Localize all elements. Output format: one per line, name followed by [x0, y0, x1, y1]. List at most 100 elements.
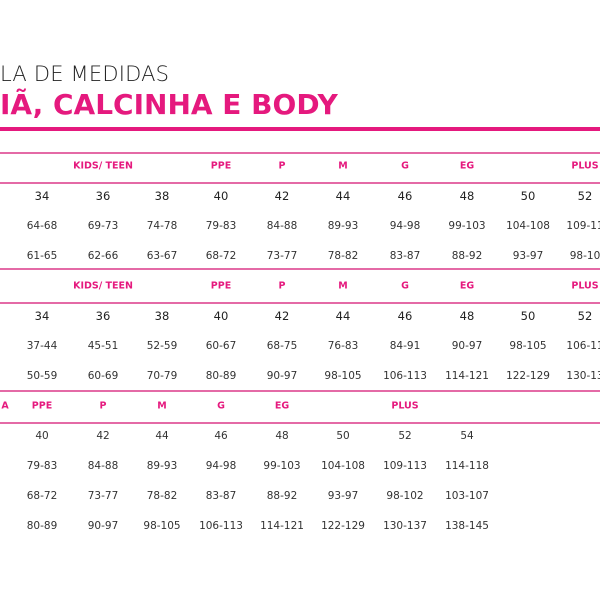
table-cell: 94-98	[389, 220, 421, 232]
table-cell: 38	[154, 189, 170, 203]
table-cell: 88-92	[451, 250, 483, 262]
table-cell: 44	[155, 430, 169, 442]
table-cell: 79-83	[205, 220, 237, 232]
table-cell: 70-79	[146, 370, 178, 382]
table-cell: 52	[398, 430, 412, 442]
table-cell: 68-75	[266, 340, 298, 352]
table-cell: 50	[520, 309, 536, 323]
size-header: PPE	[210, 280, 232, 292]
table-cell: 34	[34, 189, 50, 203]
size-header: PLUS	[571, 280, 599, 292]
table-cell: 36	[95, 189, 111, 203]
size-header: M	[338, 280, 348, 292]
table-cell: 68-72	[26, 490, 58, 502]
table-rule	[0, 302, 600, 304]
table-cell: 88-92	[266, 490, 298, 502]
size-header: M	[157, 400, 167, 412]
table-cell: 79-83	[26, 460, 58, 472]
table-cell: 104-108	[506, 220, 550, 232]
table-cell: 89-93	[146, 460, 178, 472]
table-cell: 83-87	[389, 250, 421, 262]
table-cell: 76-83	[327, 340, 359, 352]
size-header: PLUS	[571, 160, 599, 172]
table-cell: 78-82	[327, 250, 359, 262]
table-cell: 80-89	[205, 370, 237, 382]
table-cell: 48	[459, 189, 475, 203]
table-cell: 106-113	[199, 520, 243, 532]
table-cell: 68-72	[205, 250, 237, 262]
table-cell: 64-68	[26, 220, 58, 232]
table-cell: 130-137	[383, 520, 427, 532]
table-cell: 62-66	[87, 250, 119, 262]
table-cell: 44	[335, 189, 351, 203]
table-cell: 36	[95, 309, 111, 323]
size-header: EG	[459, 280, 475, 292]
table-cell: 93-97	[512, 250, 544, 262]
size-header: P	[278, 160, 286, 172]
size-header: KIDS/ TEEN	[73, 280, 133, 292]
size-header: G	[217, 400, 225, 412]
table-cell: 98-105	[509, 340, 547, 352]
table-rule	[0, 182, 600, 184]
table-rule	[0, 422, 600, 424]
table-cell: 44	[335, 309, 351, 323]
table-cell: 109-11	[566, 220, 600, 232]
size-header: G	[401, 160, 409, 172]
table-cell: 114-121	[445, 370, 489, 382]
table-cell: 45-51	[87, 340, 119, 352]
table-cell: 114-118	[445, 460, 489, 472]
table-cell: 106-113	[383, 370, 427, 382]
table-rule	[0, 268, 600, 270]
table-cell: 73-77	[266, 250, 298, 262]
table-cell: 48	[459, 309, 475, 323]
size-header: P	[278, 280, 286, 292]
table-cell: 90-97	[87, 520, 119, 532]
size-header: A	[1, 400, 9, 412]
table-cell: 122-129	[321, 520, 365, 532]
table-cell: 69-73	[87, 220, 119, 232]
table-cell: 83-87	[205, 490, 237, 502]
table-cell: 52-59	[146, 340, 178, 352]
table-cell: 74-78	[146, 220, 178, 232]
table-cell: 46	[397, 309, 413, 323]
table-cell: 94-98	[205, 460, 237, 472]
table-cell: 52	[577, 189, 593, 203]
chart-title: LA DE MEDIDAS	[0, 62, 170, 86]
size-header: M	[338, 160, 348, 172]
table-cell: 38	[154, 309, 170, 323]
table-cell: 84-91	[389, 340, 421, 352]
table-cell: 50-59	[26, 370, 58, 382]
table-cell: 90-97	[266, 370, 298, 382]
title-divider	[0, 127, 600, 131]
table-cell: 130-13	[566, 370, 600, 382]
table-cell: 60-67	[205, 340, 237, 352]
table-cell: 37-44	[26, 340, 58, 352]
table-cell: 89-93	[327, 220, 359, 232]
size-header: EG	[274, 400, 290, 412]
table-cell: 46	[397, 189, 413, 203]
table-cell: 98-105	[143, 520, 181, 532]
table-cell: 138-145	[445, 520, 489, 532]
table-cell: 80-89	[26, 520, 58, 532]
table-rule	[0, 152, 600, 154]
table-cell: 106-11	[566, 340, 600, 352]
table-cell: 54	[460, 430, 474, 442]
size-header: PPE	[210, 160, 232, 172]
size-header: PPE	[31, 400, 53, 412]
size-header: P	[99, 400, 107, 412]
table-cell: 50	[520, 189, 536, 203]
table-cell: 122-129	[506, 370, 550, 382]
size-header: PLUS	[391, 400, 419, 412]
table-cell: 46	[214, 430, 228, 442]
table-cell: 42	[274, 189, 290, 203]
table-cell: 42	[96, 430, 110, 442]
size-header: KIDS/ TEEN	[73, 160, 133, 172]
table-cell: 98-10	[569, 250, 600, 262]
table-cell: 114-121	[260, 520, 304, 532]
table-cell: 40	[35, 430, 49, 442]
size-header: EG	[459, 160, 475, 172]
table-cell: 40	[213, 309, 229, 323]
table-cell: 109-113	[383, 460, 427, 472]
table-cell: 50	[336, 430, 350, 442]
table-cell: 52	[577, 309, 593, 323]
